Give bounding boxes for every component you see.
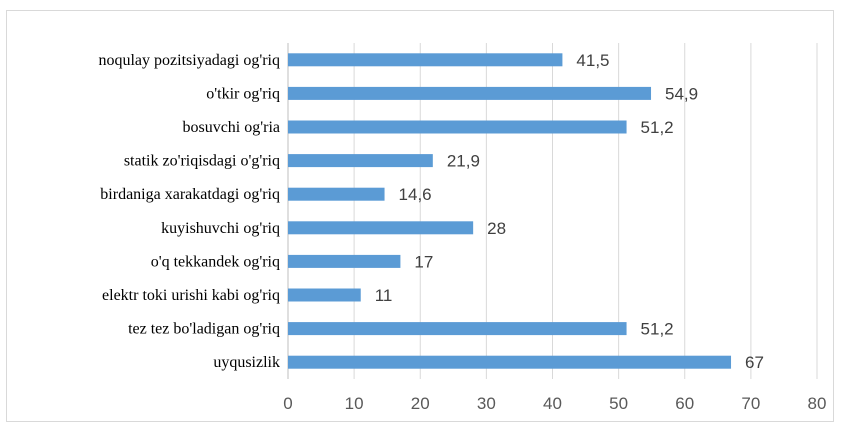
data-label: 51,2	[641, 118, 674, 137]
category-label: o'tkir og'riq	[206, 85, 280, 102]
data-label: 11	[375, 286, 393, 305]
data-label: 41,5	[576, 51, 609, 70]
bar-chart: noqulay pozitsiyadagi og'riq o'tkir og'ri…	[98, 43, 826, 413]
data-label: 21,9	[447, 152, 480, 171]
x-tick-label: 20	[411, 394, 430, 413]
category-label: noqulay pozitsiyadagi og'riq	[98, 52, 280, 69]
bar	[288, 187, 385, 201]
value-labels: 41,5 54,9 51,2 21,9 14,6 28 17 11 51,2 67	[375, 51, 764, 372]
category-labels: noqulay pozitsiyadagi og'riq o'tkir og'ri…	[98, 52, 280, 371]
data-label: 67	[745, 353, 764, 372]
x-axis-ticks: 0 10 20 30 40 50 60 70 80	[283, 394, 826, 413]
category-label: birdaniga xarakatdagi og'riq	[100, 186, 280, 203]
x-tick-label: 80	[808, 394, 827, 413]
chart-area: noqulay pozitsiyadagi og'riq o'tkir og'ri…	[6, 10, 834, 422]
bar	[288, 221, 474, 235]
bar	[288, 120, 627, 134]
category-label: bosuvchi og'ria	[182, 119, 280, 136]
data-label: 54,9	[665, 84, 698, 103]
x-tick-label: 60	[675, 394, 694, 413]
category-label: elektr toki urishi kabi og'riq	[102, 287, 280, 304]
x-tick-label: 70	[741, 394, 760, 413]
category-label: tez tez bo'ladigan og'riq	[128, 321, 280, 338]
data-label: 51,2	[641, 320, 674, 339]
category-label: o'q tekkandek og'riq	[151, 253, 280, 270]
x-tick-label: 0	[283, 394, 292, 413]
category-label: kuyishuvchi og'riq	[161, 220, 280, 237]
bar	[288, 86, 652, 100]
bar	[288, 154, 433, 168]
data-label: 28	[487, 219, 506, 238]
x-tick-label: 40	[543, 394, 562, 413]
bars	[288, 53, 732, 369]
x-tick-label: 50	[609, 394, 628, 413]
category-label: uyqusizlik	[213, 354, 280, 371]
data-label: 17	[414, 252, 433, 271]
bar	[288, 322, 627, 336]
bar	[288, 254, 401, 268]
x-tick-label: 10	[345, 394, 364, 413]
bar	[288, 53, 563, 67]
data-label: 14,6	[399, 185, 432, 204]
category-label: statik zo'riqisdagi o'g'riq	[124, 153, 280, 170]
bar	[288, 355, 732, 369]
bar	[288, 288, 361, 302]
x-tick-label: 30	[477, 394, 496, 413]
